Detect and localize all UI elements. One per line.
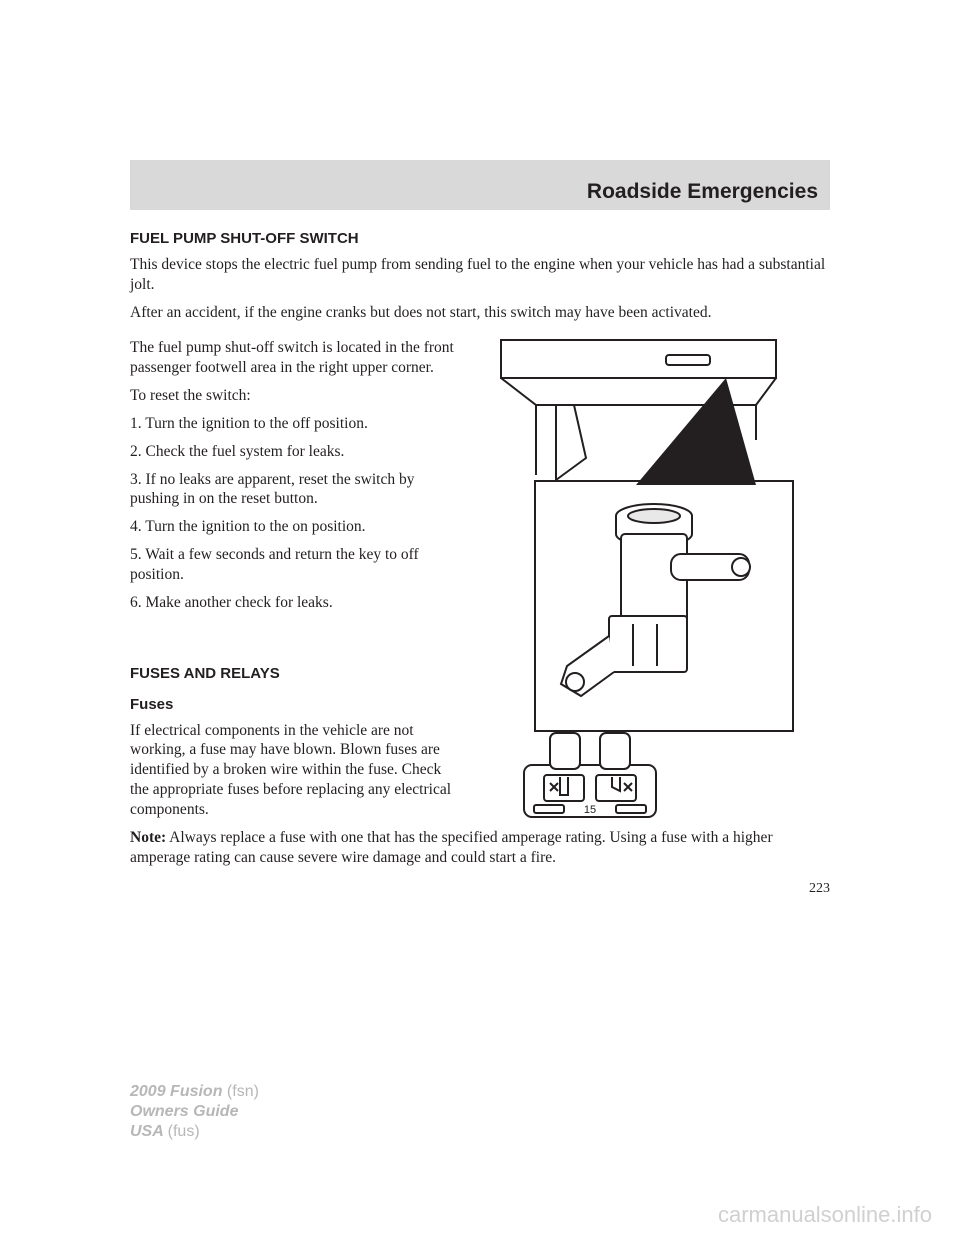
footwell-diagram-icon — [496, 330, 796, 495]
figure-column — [476, 330, 830, 620]
footer-model-year: 2009 Fusion — [130, 1083, 227, 1100]
footer-guide: Owners Guide — [130, 1103, 238, 1120]
body-paragraph: The fuel pump shut-off switch is located… — [130, 338, 460, 378]
page-number: 223 — [130, 881, 830, 897]
note-label: Note: — [130, 829, 166, 846]
section-heading-fuel-pump: FUEL PUMP SHUT-OFF SWITCH — [130, 230, 830, 247]
two-column-region: The fuel pump shut-off switch is located… — [130, 330, 830, 620]
note-paragraph: Note: Always replace a fuse with one tha… — [130, 828, 830, 868]
footer-block: 2009 Fusion (fsn) Owners Guide USA (fus) — [130, 1082, 259, 1142]
step-item: 5. Wait a few seconds and return the key… — [130, 545, 460, 585]
chapter-header-band: Roadside Emergencies — [130, 160, 830, 210]
footer-region: USA — [130, 1123, 168, 1140]
body-paragraph: If electrical components in the vehicle … — [130, 721, 460, 820]
note-text: Always replace a fuse with one that has … — [130, 829, 773, 866]
manual-page: Roadside Emergencies FUEL PUMP SHUT-OFF … — [130, 160, 830, 897]
step-item: 6. Make another check for leaks. — [130, 593, 460, 613]
fuel-shutoff-switch-icon — [534, 480, 794, 732]
step-item: 1. Turn the ignition to the off position… — [130, 414, 460, 434]
step-item: 4. Turn the ignition to the on position. — [130, 517, 460, 537]
footer-region-code: (fus) — [168, 1123, 200, 1140]
body-paragraph: To reset the switch: — [130, 386, 460, 406]
fuse-amperage-label: 15 — [584, 804, 596, 816]
chapter-title: Roadside Emergencies — [587, 180, 818, 204]
fuse-pair-icon: 15 — [510, 725, 670, 840]
step-item: 3. If no leaks are apparent, reset the s… — [130, 470, 460, 510]
step-item: 2. Check the fuel system for leaks. — [130, 442, 460, 462]
body-paragraph: After an accident, if the engine cranks … — [130, 303, 830, 323]
left-text-column: The fuel pump shut-off switch is located… — [130, 330, 460, 620]
body-paragraph: This device stops the electric fuel pump… — [130, 255, 830, 295]
watermark-text: carmanualsonline.info — [718, 1202, 932, 1228]
footer-code: (fsn) — [227, 1083, 259, 1100]
